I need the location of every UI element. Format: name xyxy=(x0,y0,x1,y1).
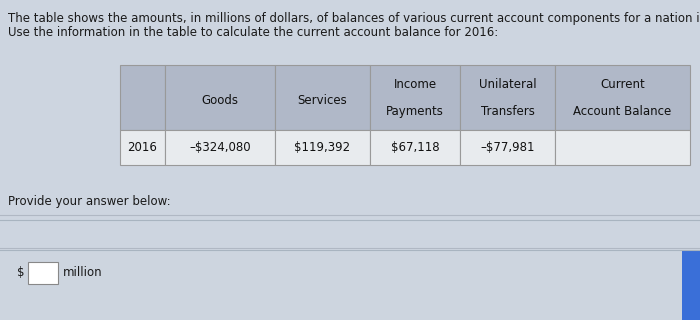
Bar xyxy=(460,65,555,130)
Text: Goods: Goods xyxy=(202,94,239,107)
Bar xyxy=(165,65,275,130)
Bar xyxy=(370,65,460,130)
Text: The table shows the amounts, in millions of dollars, of balances of various curr: The table shows the amounts, in millions… xyxy=(8,12,700,25)
Bar xyxy=(275,130,370,165)
Bar xyxy=(460,130,555,165)
Bar xyxy=(28,262,58,284)
Bar xyxy=(0,250,700,320)
Bar xyxy=(120,130,165,165)
Text: 2016: 2016 xyxy=(127,141,158,154)
Text: –$324,080: –$324,080 xyxy=(189,141,251,154)
Bar xyxy=(275,65,370,130)
Text: Unilateral: Unilateral xyxy=(479,78,536,91)
Bar xyxy=(370,130,460,165)
Text: million: million xyxy=(63,267,103,279)
Text: Current: Current xyxy=(600,78,645,91)
Text: –$77,981: –$77,981 xyxy=(480,141,535,154)
Bar xyxy=(555,130,690,165)
Bar xyxy=(682,250,700,320)
Text: $67,118: $67,118 xyxy=(391,141,440,154)
Text: Provide your answer below:: Provide your answer below: xyxy=(8,195,171,208)
Text: Services: Services xyxy=(298,94,347,107)
Bar xyxy=(555,65,690,130)
Text: Payments: Payments xyxy=(386,105,444,118)
Bar xyxy=(165,130,275,165)
Text: Use the information in the table to calculate the current account balance for 20: Use the information in the table to calc… xyxy=(8,26,498,39)
Text: Income: Income xyxy=(393,78,437,91)
Text: Transfers: Transfers xyxy=(481,105,534,118)
Text: Account Balance: Account Balance xyxy=(573,105,671,118)
Bar xyxy=(120,65,165,130)
Text: $119,392: $119,392 xyxy=(295,141,351,154)
Text: $: $ xyxy=(17,267,24,279)
